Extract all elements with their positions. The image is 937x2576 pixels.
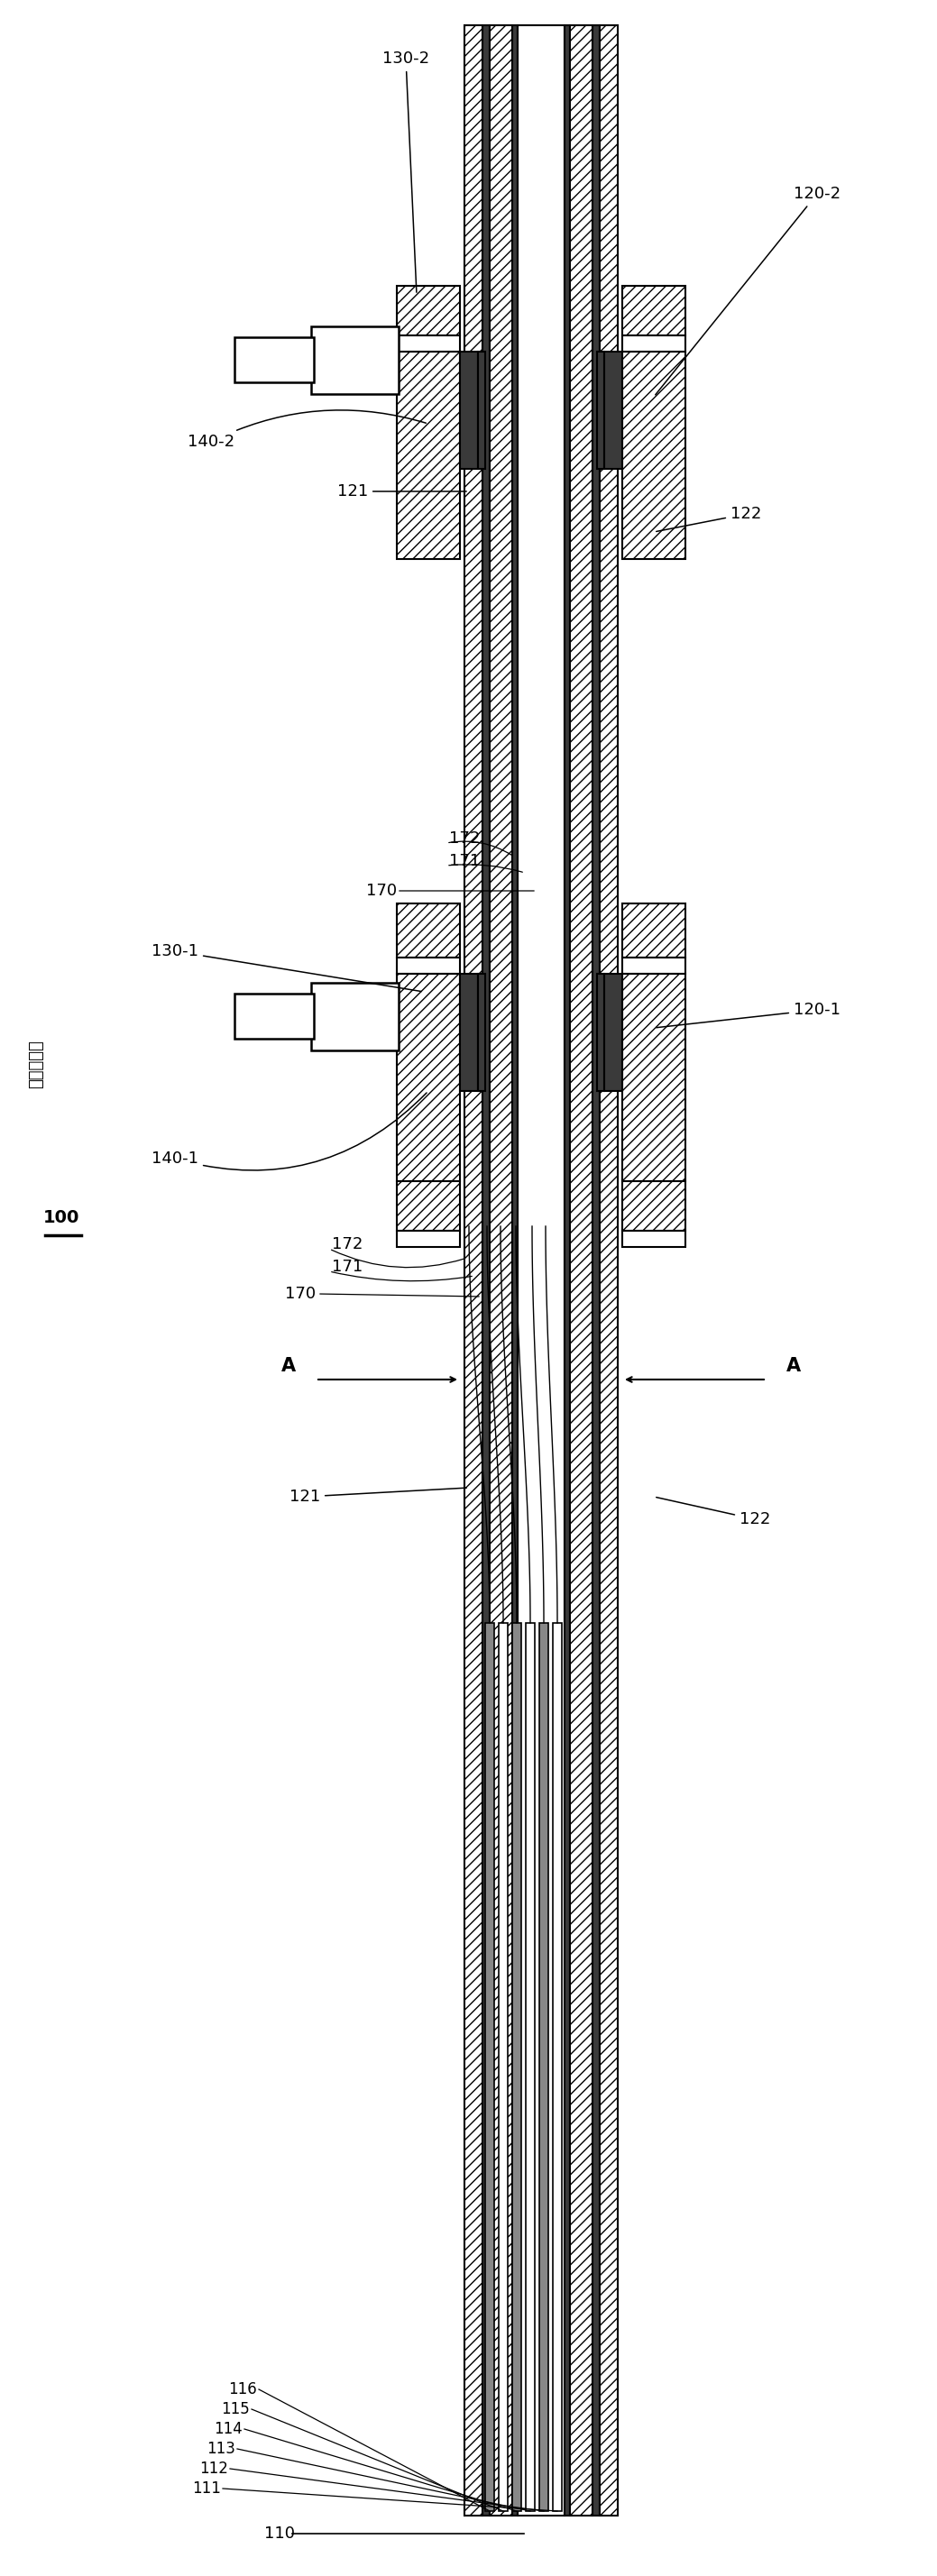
Text: 120-2: 120-2 <box>655 185 840 394</box>
Bar <box>622 974 685 1182</box>
Text: 172: 172 <box>449 829 480 848</box>
Bar <box>498 1623 508 2512</box>
Bar <box>600 26 617 2517</box>
Bar <box>234 337 314 381</box>
Text: 140-1: 140-1 <box>152 1092 426 1170</box>
Bar <box>483 26 490 2517</box>
Bar <box>485 1623 494 2512</box>
Text: A: A <box>281 1358 296 1376</box>
Bar <box>311 984 398 1051</box>
Bar <box>396 958 460 974</box>
Bar <box>553 1623 562 2512</box>
Bar <box>311 327 398 394</box>
Text: 110: 110 <box>264 2524 295 2543</box>
Bar <box>490 26 513 2517</box>
Bar <box>396 1231 460 1247</box>
Text: 172: 172 <box>332 1236 363 1252</box>
Bar <box>540 1623 548 2512</box>
Text: 111: 111 <box>192 2481 221 2496</box>
Bar <box>622 286 685 335</box>
Bar <box>604 353 622 469</box>
Bar <box>622 353 685 559</box>
Text: 121: 121 <box>337 484 467 500</box>
Text: 113: 113 <box>207 2439 235 2458</box>
Text: 171: 171 <box>449 853 480 868</box>
Text: 116: 116 <box>229 2380 257 2398</box>
Bar <box>513 1623 521 2512</box>
Text: 末端结构体: 末端结构体 <box>28 1041 44 1087</box>
Bar <box>622 335 685 353</box>
Text: 130-2: 130-2 <box>382 52 429 291</box>
Text: 130-1: 130-1 <box>152 943 422 992</box>
Text: 170: 170 <box>366 884 396 899</box>
Text: 114: 114 <box>214 2421 243 2437</box>
Bar <box>460 974 478 1092</box>
Text: 122: 122 <box>656 505 762 531</box>
Bar <box>396 974 460 1182</box>
Text: 140-2: 140-2 <box>187 410 426 451</box>
Bar <box>592 26 600 2517</box>
Bar <box>622 958 685 974</box>
Text: A: A <box>786 1358 801 1376</box>
Bar <box>517 26 565 2517</box>
Bar <box>478 353 485 469</box>
Bar <box>478 974 485 1092</box>
Bar <box>565 26 570 2517</box>
Bar <box>396 1182 460 1231</box>
Bar <box>597 353 604 469</box>
Text: 121: 121 <box>290 1489 467 1504</box>
Bar <box>622 1182 685 1231</box>
Bar <box>396 353 460 559</box>
Bar <box>622 1231 685 1247</box>
Bar <box>597 974 604 1092</box>
Bar <box>526 1623 535 2512</box>
Text: 171: 171 <box>332 1260 363 1275</box>
Bar <box>513 26 517 2517</box>
Bar <box>460 353 478 469</box>
Bar <box>465 26 483 2517</box>
Text: 120-1: 120-1 <box>656 1002 840 1028</box>
Bar <box>234 994 314 1038</box>
Text: 170: 170 <box>285 1285 316 1301</box>
Text: 122: 122 <box>656 1497 770 1528</box>
Bar <box>396 286 460 335</box>
Bar <box>396 904 460 958</box>
Bar <box>396 335 460 353</box>
Text: 115: 115 <box>221 2401 250 2416</box>
Bar <box>604 974 622 1092</box>
Text: 100: 100 <box>43 1208 80 1226</box>
Text: 112: 112 <box>200 2460 229 2476</box>
Bar <box>622 904 685 958</box>
Bar <box>570 26 592 2517</box>
